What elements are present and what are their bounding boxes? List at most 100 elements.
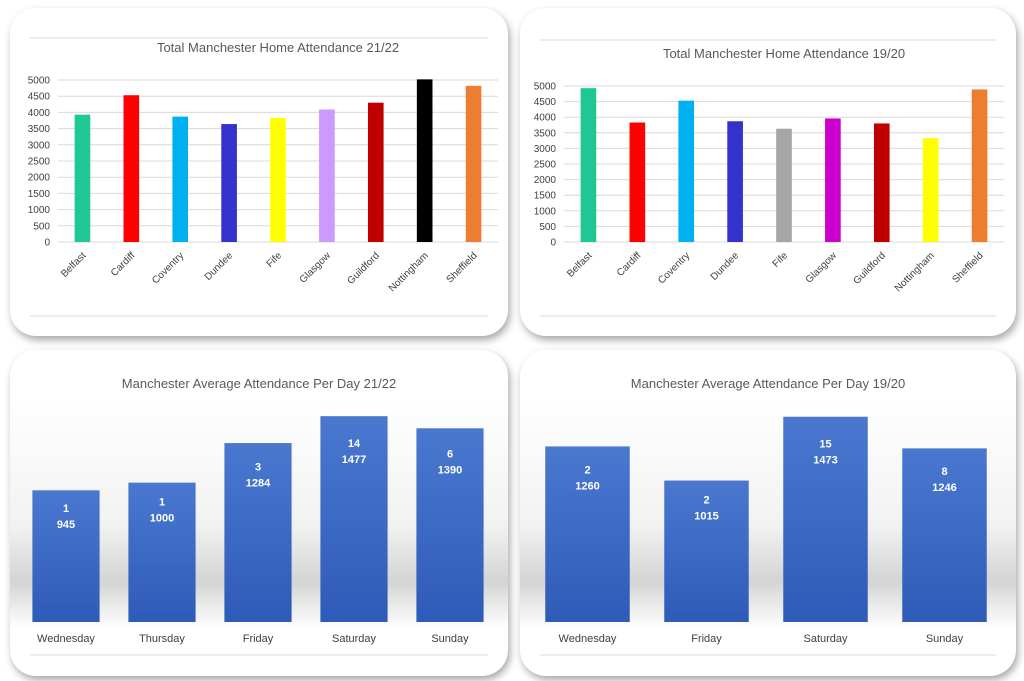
bar-belfast	[74, 114, 91, 242]
x-tick-label: Dundee	[709, 250, 742, 283]
data-label: 1284	[246, 478, 271, 490]
x-tick-label: Wednesday	[559, 633, 617, 645]
y-tick-label: 3000	[534, 144, 557, 155]
bar-sheffield	[971, 89, 988, 242]
chart-home-attendance-21-22: Total Manchester Home Attendance 21/22 0 5…	[28, 37, 498, 317]
chart-panel-per-day-21-22: Manchester Average Attendance Per Day 21…	[10, 350, 508, 676]
data-label: 1246	[932, 482, 956, 494]
bar-sunday	[416, 428, 484, 622]
bar-glasgow	[825, 118, 841, 242]
x-tick-label: Fife	[265, 250, 285, 270]
bar-coventry	[678, 100, 695, 242]
data-label: 1473	[813, 454, 837, 466]
y-tick-label: 3500	[534, 128, 557, 139]
games-count-label: 1	[63, 503, 69, 515]
y-tick-label: 2500	[28, 157, 51, 168]
x-tick-label: Thursday	[139, 633, 185, 645]
x-tick-label: Saturday	[803, 633, 848, 645]
games-count-label: 14	[348, 438, 361, 450]
x-tick-label: Belfast	[59, 250, 89, 280]
games-count-label: 3	[255, 462, 261, 474]
y-tick-label: 0	[44, 238, 50, 249]
bar-glasgow	[319, 109, 335, 242]
chart-title: Manchester Average Attendance Per Day 21…	[122, 376, 396, 391]
chart-per-day-19-20: Manchester Average Attendance Per Day 19…	[520, 376, 1016, 656]
x-tick-label: Friday	[691, 633, 722, 645]
x-tick-label: Guildford	[345, 250, 381, 286]
bar-saturday	[320, 416, 388, 622]
data-label: 1015	[694, 511, 718, 523]
y-tick-label: 4000	[534, 113, 557, 124]
x-tick-label: Cardiff	[109, 250, 138, 279]
bar-nottingham	[922, 138, 939, 242]
data-label: 945	[57, 519, 75, 531]
chart-title: Manchester Average Attendance Per Day 19…	[631, 376, 905, 391]
games-count-label: 2	[584, 464, 590, 476]
x-tick-label: Belfast	[565, 250, 595, 280]
x-tick-label: Fife	[771, 250, 791, 270]
x-tick-label: Glasgow	[804, 250, 840, 286]
bar-wednesday	[32, 490, 100, 622]
y-tick-label: 4500	[534, 97, 557, 108]
y-tick-label: 3000	[28, 140, 51, 151]
y-tick-label: 3500	[28, 124, 51, 135]
chart-panel-attendance-21-22: Total Manchester Home Attendance 21/22 0 5…	[10, 8, 508, 336]
chart-per-day-21-22: Manchester Average Attendance Per Day 21…	[10, 376, 508, 656]
x-tick-label: Nottingham	[893, 250, 937, 294]
y-tick-label: 2000	[534, 175, 557, 186]
bar-dundee	[727, 121, 743, 242]
x-tick-label: Coventry	[150, 250, 186, 286]
bar-wednesday	[545, 446, 630, 622]
y-tick-label: 500	[539, 222, 556, 233]
y-tick-label: 1500	[28, 189, 51, 200]
chart-panel-per-day-19-20: Manchester Average Attendance Per Day 19…	[520, 350, 1016, 676]
bar-sunday	[902, 448, 987, 622]
data-label: 1260	[575, 480, 599, 492]
y-tick-label: 1500	[534, 191, 557, 202]
x-tick-label: Sheffield	[950, 250, 985, 285]
games-count-label: 1	[159, 496, 165, 508]
bar-cardiff	[629, 122, 646, 242]
bar-friday	[224, 443, 292, 622]
y-tick-label: 500	[33, 221, 50, 232]
y-tick-label: 0	[550, 238, 556, 249]
x-tick-label: Sunday	[431, 633, 469, 645]
chart-home-attendance-19-20: Total Manchester Home Attendance 19/20 0 5…	[534, 39, 1004, 317]
x-tick-label: Saturday	[332, 633, 377, 645]
x-tick-label: Wednesday	[37, 633, 95, 645]
chart-title: Total Manchester Home Attendance 19/20	[663, 46, 905, 61]
bar-nottingham	[416, 79, 433, 243]
x-tick-label: Glasgow	[298, 250, 334, 286]
y-tick-label: 2500	[534, 160, 557, 171]
bar-saturday	[783, 416, 868, 622]
games-count-label: 8	[941, 466, 947, 478]
x-tick-label: Nottingham	[387, 250, 431, 294]
x-tick-label: Sunday	[926, 633, 964, 645]
x-tick-label: Guildford	[851, 250, 887, 286]
bar-belfast	[580, 88, 597, 243]
games-count-label: 6	[447, 449, 453, 461]
y-tick-label: 4500	[28, 92, 51, 103]
bar-thursday	[128, 482, 196, 622]
games-count-label: 2	[703, 495, 709, 507]
y-tick-label: 5000	[28, 76, 51, 87]
bar-sheffield	[465, 85, 482, 242]
bar-guildford	[873, 123, 890, 242]
y-tick-label: 4000	[28, 108, 51, 119]
y-tick-label: 1000	[534, 206, 557, 217]
chart-title: Total Manchester Home Attendance 21/22	[157, 40, 399, 55]
x-tick-label: Coventry	[656, 250, 692, 286]
bar-coventry	[172, 116, 189, 242]
data-label: 1000	[150, 512, 174, 524]
y-tick-label: 5000	[534, 82, 557, 93]
bar-fife	[270, 117, 286, 242]
x-tick-label: Sheffield	[444, 250, 479, 285]
bar-cardiff	[123, 95, 140, 242]
data-label: 1477	[342, 454, 366, 466]
y-tick-label: 2000	[28, 173, 51, 184]
data-label: 1390	[438, 465, 462, 477]
bar-fife	[776, 128, 792, 242]
x-tick-label: Friday	[243, 633, 274, 645]
x-tick-label: Cardiff	[615, 250, 644, 279]
x-tick-label: Dundee	[203, 250, 236, 283]
